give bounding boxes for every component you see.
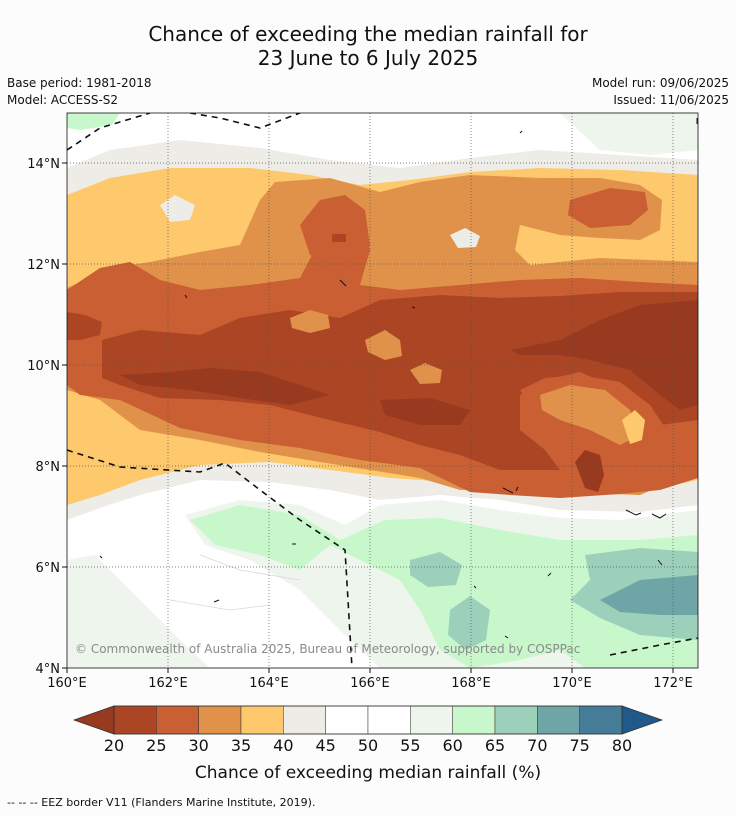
x-tick-162E: 162°E [148,676,188,691]
contour-20-25-dot [332,234,346,242]
colorbar-cell-30-35 [198,705,242,735]
contour-line-1 [199,554,301,581]
contour-below-20-west [120,368,330,405]
colorbar-label-40: 40 [273,736,293,755]
colorbar-cells [113,705,623,735]
colorbar-label-50: 50 [358,736,378,755]
contour-below-20-center [380,398,470,425]
x-tick-164E: 164°E [249,676,289,691]
colorbar: 20 25 30 35 40 45 50 55 60 65 70 75 80 Chance of exc… [72,705,664,783]
colorbar-label-60: 60 [442,736,462,755]
colorbar-title: Chance of exceeding median rainfall (%) [195,763,541,783]
colorbar-cell-20-25 [113,705,157,735]
contour-25-30-north [300,195,370,265]
copyright-text: © Commonwealth of Australia 2025, Bureau… [75,642,580,656]
colorbar-outline [113,705,623,735]
contour-below-20-east [510,300,698,410]
colorbar-cell-25-30 [156,705,199,735]
contour-55-60-southwest [67,555,210,668]
colorbar-label-20: 20 [104,736,124,755]
y-axis-labels: 14°N 12°N 10°N 8°N 6°N 4°N [27,157,60,677]
colorbar-cell-60-65 [452,705,496,735]
map-plot [67,113,698,668]
x-tick-166E: 166°E [350,676,390,691]
eez-border [67,113,698,668]
title-line-2: 23 June to 6 July 2025 [257,46,479,70]
y-tick-10N: 10°N [27,359,60,374]
y-tick-8N: 8°N [36,460,61,475]
colorbar-label-25: 25 [146,736,166,755]
colorbar-label-35: 35 [231,736,251,755]
map-title: Chance of exceeding the median rainfall … [0,22,736,70]
model-run: Model run: 09/06/2025 [591,76,729,90]
island-30-35-east [540,385,640,445]
contour-65-70-west [410,552,462,587]
colorbar-labels: 20 25 30 35 40 45 50 55 60 65 70 75 80 [104,736,632,755]
contour-20-25 [102,292,698,470]
axis-ticks [62,162,674,673]
title-line-1: Chance of exceeding the median rainfall … [148,22,588,46]
island-30-35-c [410,363,442,384]
colorbar-cell-50-55 [367,705,411,735]
x-axis-labels: 160°E 162°E 164°E 166°E 168°E 170°E 172°… [47,676,693,691]
colorbar-label-75: 75 [569,736,589,755]
island-30-35-b [365,330,402,360]
issued-date: Issued: 11/06/2025 [613,93,729,107]
map-frame [66,112,699,669]
islands [99,118,698,639]
colorbar-cell-70-75 [537,705,580,735]
tongue-20-25-west [67,312,102,340]
colorbar-over-arrow [621,705,664,735]
meta-right: Model run: 09/06/2025 Issued: 11/06/2025 [592,75,729,109]
colorbar-label-55: 55 [400,736,420,755]
island-35-40-east [622,410,645,444]
model-name: Model: ACCESS-S2 [7,93,119,107]
contour-60-65 [190,505,698,668]
colorbar-cell-35-40 [240,705,284,735]
contour-55-60-northeast [560,113,698,155]
x-tick-160E: 160°E [47,676,87,691]
y-tick-4N: 4°N [36,662,61,677]
colorbar-label-65: 65 [485,736,505,755]
x-tick-170E: 170°E [552,676,592,691]
colorbar-cell-40-45 [283,705,326,735]
island-30-35-a [290,310,330,333]
colorbar-cell-45-50 [325,705,369,735]
colorbar-label-80: 80 [612,736,632,755]
colorbar-under-arrow [72,705,115,735]
y-tick-6N: 6°N [36,561,61,576]
colorbar-cell-75-80 [579,705,623,735]
colorbar-cell-55-60 [410,705,453,735]
eez-footnote: -- -- -- EEZ border V11 (Flanders Marine… [7,796,316,809]
x-tick-172E: 172°E [653,676,693,691]
contour-line-2 [169,599,271,611]
y-tick-14N: 14°N [27,157,60,172]
y-tick-12N: 12°N [27,258,60,273]
island-40-45-center [450,228,480,248]
meta-left: Base period: 1981-2018 Model: ACCESS-S2 [7,75,152,109]
colorbar-cell-65-70 [494,705,538,735]
contour-below-20-south [575,450,604,492]
colorbar-label-70: 70 [527,736,547,755]
contour-25-30-northeast [568,188,648,228]
colorbar-label-45: 45 [315,736,335,755]
gridlines [67,113,698,668]
base-period: Base period: 1981-2018 [7,76,152,90]
contour-70-75 [600,575,698,615]
island-40-45-west [160,195,195,222]
colorbar-label-30: 30 [188,736,208,755]
x-tick-168E: 168°E [451,676,491,691]
contour-65-70-center [448,596,490,650]
